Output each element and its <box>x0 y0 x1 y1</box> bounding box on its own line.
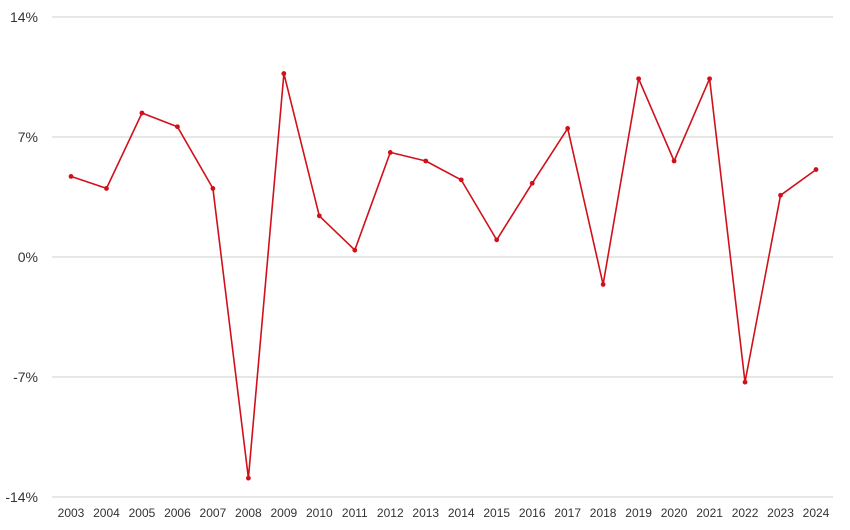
x-tick-label: 2018 <box>590 506 617 520</box>
x-tick-label: 2020 <box>661 506 688 520</box>
x-tick-label: 2006 <box>164 506 191 520</box>
y-tick-label: -14% <box>5 489 38 505</box>
data-point <box>104 186 109 191</box>
x-tick-label: 2021 <box>696 506 723 520</box>
y-tick-label: -7% <box>13 369 38 385</box>
x-tick-label: 2016 <box>519 506 546 520</box>
x-tick-label: 2017 <box>554 506 581 520</box>
x-tick-label: 2005 <box>129 506 156 520</box>
data-point <box>245 475 251 481</box>
x-tick-label: 2003 <box>58 506 85 520</box>
x-tick-label: 2014 <box>448 506 475 520</box>
x-tick-label: 2011 <box>342 506 368 520</box>
data-point <box>139 110 145 116</box>
data-point <box>316 213 322 219</box>
data-point <box>68 174 74 179</box>
data-point <box>423 158 429 164</box>
x-tick-label: 2022 <box>732 506 759 520</box>
data-point <box>600 282 606 287</box>
data-point <box>742 379 748 385</box>
data-point <box>175 124 180 130</box>
x-tick-label: 2013 <box>412 506 439 520</box>
data-point <box>778 192 783 198</box>
data-point <box>387 150 393 155</box>
series-line <box>70 72 817 479</box>
y-tick-label: 14% <box>10 9 38 25</box>
data-point <box>636 76 642 82</box>
data-point <box>458 177 464 183</box>
data-point <box>281 71 287 76</box>
data-point <box>494 237 500 243</box>
y-tick-label: 0% <box>18 249 38 265</box>
x-tick-label: 2009 <box>271 506 298 520</box>
x-tick-label: 2008 <box>235 506 262 520</box>
x-tick-label: 2015 <box>483 506 510 520</box>
x-tick-label: 2004 <box>93 506 120 520</box>
x-tick-label: 2012 <box>377 506 404 520</box>
data-point <box>671 158 677 164</box>
data-point <box>352 247 358 253</box>
x-tick-label: 2023 <box>767 506 794 520</box>
x-tick-label: 2010 <box>306 506 333 520</box>
x-tick-label: 2019 <box>625 506 652 520</box>
x-tick-label: 2007 <box>200 506 227 520</box>
y-tick-label: 7% <box>18 129 38 145</box>
data-point <box>813 167 819 172</box>
x-tick-label: 2024 <box>803 506 830 520</box>
data-point <box>707 76 712 82</box>
data-point <box>529 180 535 186</box>
data-point <box>565 126 571 131</box>
data-point <box>210 186 216 191</box>
